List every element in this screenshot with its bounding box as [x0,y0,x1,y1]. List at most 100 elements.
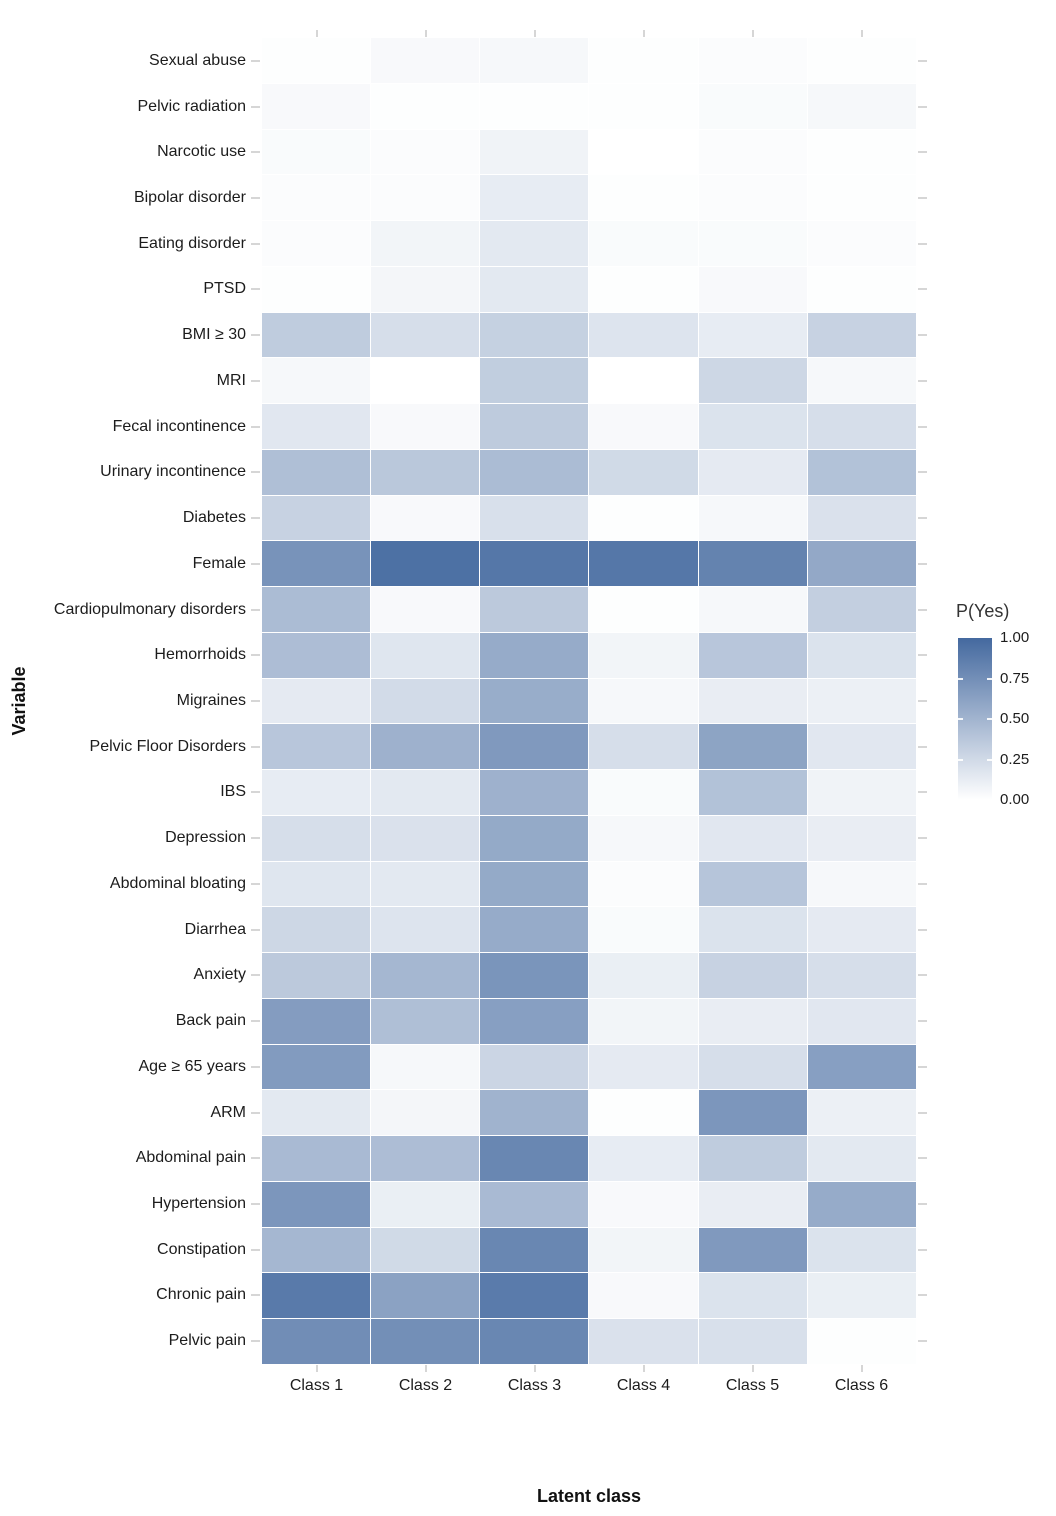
heatmap-cell [480,678,589,724]
heatmap-cell [371,129,480,175]
axis-tick-left [251,425,260,428]
heatmap-cell [589,587,698,632]
heatmap-cell [807,587,916,632]
heatmap-cell [807,541,916,587]
legend-tick-label: 1.00 [1000,629,1030,646]
heatmap-cell [371,907,480,953]
heatmap-cell [589,221,698,266]
axis-tick-right [918,562,927,565]
axis-tick-bottom [860,1365,863,1372]
heatmap-cell [371,770,480,815]
legend-notch [987,677,992,680]
y-axis-label: Hypertension [151,1194,246,1212]
heatmap-cell [589,358,698,404]
heatmap-cell [262,861,371,907]
x-axis-label: Class 5 [725,1377,780,1394]
axis-tick-top [533,30,536,37]
axis-tick-left [251,379,260,382]
heatmap-cell [262,129,371,175]
legend-colorbar [958,638,992,800]
axis-tick-left [251,1020,260,1023]
heatmap-cell [262,1273,371,1319]
y-axis-label: Pelvic pain [168,1332,246,1350]
heatmap-cell [698,358,807,404]
y-axis-label: MRI [216,371,246,389]
heatmap-cell [262,1090,371,1136]
heatmap-cell [480,861,589,907]
heatmap-cell [807,861,916,907]
heatmap-cell [589,449,698,495]
heatmap-cell [807,38,916,83]
y-axis-label: ARM [210,1103,246,1121]
heatmap-cell [371,1136,480,1181]
y-axis-label: Narcotic use [157,143,246,161]
y-axis-label: Migraines [176,692,246,709]
axis-tick-left [251,882,260,885]
heatmap-cell [698,1181,807,1227]
heatmap-cell [480,129,589,175]
axis-tick-right [918,151,927,154]
heatmap-cell [371,449,480,495]
axis-tick-right [918,379,927,382]
heatmap-cell [589,1227,698,1273]
heatmap-cell [698,1136,807,1181]
axis-tick-left [251,471,260,474]
heatmap-cell [807,495,916,541]
axis-tick-left [251,700,260,702]
heatmap-cell [262,678,371,724]
heatmap-cell [262,175,371,221]
heatmap-cell [371,1273,480,1319]
heatmap-cell [698,221,807,266]
heatmap-cell [371,175,480,221]
axis-tick-left [251,1065,260,1068]
x-axis-label: Class 6 [834,1377,889,1394]
axis-tick-top [860,30,863,37]
heatmap-cell [262,1319,371,1364]
legend-notch [958,758,963,761]
heatmap-cell [480,358,589,404]
axis-tick-left [251,59,260,62]
heatmap-cell [262,998,371,1044]
legend-tick-label: 0.25 [1000,750,1030,768]
heatmap-cell [589,404,698,449]
heatmap-cell [480,495,589,541]
heatmap-cell [262,907,371,953]
axis-tick-left [251,791,260,794]
heatmap-cell [698,587,807,632]
heatmap-cell [698,815,807,861]
heatmap-cell [589,632,698,678]
heatmap-cell [698,404,807,449]
heatmap-cell [698,1044,807,1090]
heatmap-cell [589,175,698,221]
heatmap-cell [480,449,589,495]
axis-tick-right [918,425,927,428]
x-axis-title: Latent class [536,1486,642,1506]
axis-tick-right [918,837,927,840]
heatmap-cell [480,266,589,312]
heatmap-cell [480,1044,589,1090]
y-axis-label: Fecal incontinence [112,417,246,435]
legend-notch [987,718,992,720]
heatmap-cell [807,1273,916,1319]
heatmap-cell [371,541,480,587]
axis-tick-left [251,1157,260,1160]
heatmap-cell [480,632,589,678]
heatmap-cell [262,815,371,861]
heatmap-cell [807,83,916,129]
heatmap-cell [371,1044,480,1090]
axis-tick-right [918,1157,927,1160]
axis-tick-right [918,654,927,657]
axis-tick-bottom [642,1365,645,1372]
axis-tick-left [251,837,260,840]
heatmap-cell [698,1319,807,1364]
y-axis-label: Constipation [157,1240,246,1258]
heatmap-cell [807,1319,916,1364]
heatmap-cell [698,953,807,998]
heatmap-cell [807,678,916,724]
y-axis-label: Pelvic radiation [137,97,247,115]
heatmap-cell [480,312,589,358]
axis-tick-right [918,197,927,200]
heatmap-cell [698,632,807,678]
heatmap-cell [262,312,371,358]
